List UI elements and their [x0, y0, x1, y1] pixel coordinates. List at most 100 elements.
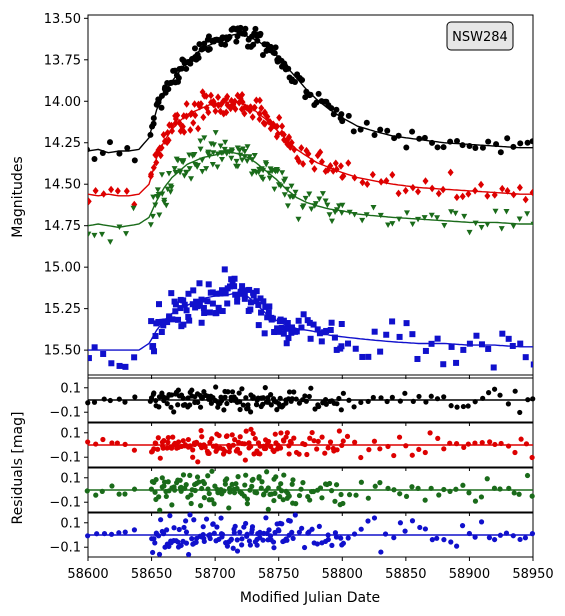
residual-point — [271, 497, 277, 504]
residual-point — [365, 518, 371, 524]
residual-point — [287, 438, 294, 445]
residual-point — [316, 403, 322, 410]
residual-point — [385, 443, 391, 450]
data-point — [195, 54, 202, 61]
data-point — [169, 316, 176, 323]
data-point — [251, 103, 258, 112]
residual-point — [233, 481, 239, 487]
data-point — [314, 151, 321, 160]
data-point — [186, 166, 193, 172]
data-point — [219, 287, 226, 294]
residual-point — [116, 530, 122, 536]
residual-point — [492, 441, 498, 448]
residual-point — [239, 386, 245, 392]
residual-point — [316, 523, 322, 529]
residual-point — [109, 440, 115, 446]
x-tick-label: 58700 — [194, 567, 235, 582]
residual-point — [249, 483, 255, 489]
data-point — [250, 292, 257, 299]
data-point — [409, 128, 416, 135]
data-point — [351, 173, 358, 182]
data-point — [395, 132, 402, 139]
data-point — [224, 92, 231, 101]
residual-point — [262, 445, 269, 452]
residual-point — [466, 530, 472, 537]
residual-point — [234, 537, 240, 543]
residual-point — [213, 384, 219, 390]
x-tick-label: 58750 — [258, 567, 299, 582]
residual-point — [250, 430, 256, 437]
residual-point — [497, 486, 503, 492]
residual-point — [397, 491, 403, 497]
data-point — [409, 331, 416, 338]
residual-point — [358, 399, 364, 406]
data-point — [100, 190, 107, 198]
residual-point — [334, 401, 340, 407]
data-point — [448, 343, 455, 350]
data-point — [473, 332, 480, 339]
data-point — [440, 361, 447, 368]
data-point — [237, 288, 244, 295]
data-point — [195, 124, 202, 133]
residual-point — [441, 537, 447, 543]
residual-point — [319, 434, 325, 440]
data-point — [312, 201, 319, 207]
residual-point — [196, 479, 202, 485]
data-point — [288, 183, 295, 190]
residual-point — [307, 435, 313, 441]
data-point — [466, 340, 473, 347]
residual-point — [518, 436, 524, 442]
residual-point — [358, 479, 364, 485]
residual-point — [191, 517, 197, 523]
residual-point — [221, 407, 227, 413]
residual-point — [247, 542, 253, 548]
data-point — [185, 314, 192, 321]
data-point — [283, 325, 290, 332]
data-point — [99, 149, 106, 156]
residual-point — [232, 437, 238, 443]
residual-point — [310, 488, 317, 495]
data-point — [191, 100, 198, 108]
x-axis-title: Modified Julian Date — [240, 590, 380, 606]
residual-point — [201, 389, 207, 395]
residual-point — [230, 545, 236, 551]
data-point — [241, 292, 248, 299]
data-point — [314, 326, 321, 333]
data-point — [530, 361, 533, 368]
residual-point — [287, 518, 293, 524]
data-point — [100, 350, 107, 357]
y-tick-label: 13.50 — [44, 12, 81, 27]
residual-point — [211, 530, 217, 536]
data-point — [108, 185, 115, 194]
residual-point — [84, 488, 90, 494]
data-point — [395, 189, 402, 198]
data-point — [234, 163, 241, 170]
residual-point — [293, 396, 299, 402]
residual-point — [224, 400, 230, 407]
residual-point — [122, 399, 128, 405]
data-point — [479, 144, 486, 151]
residual-point — [293, 501, 299, 507]
residual-point — [346, 492, 353, 498]
residual-point — [101, 530, 108, 537]
data-point — [306, 191, 313, 198]
data-point — [324, 202, 331, 209]
residual-point — [170, 434, 176, 440]
data-point — [88, 355, 92, 362]
data-point — [283, 137, 290, 146]
residual-point — [338, 407, 344, 413]
residual-point — [244, 496, 250, 502]
residual-point — [345, 535, 351, 541]
residual-point — [249, 524, 256, 530]
data-point — [498, 226, 505, 232]
residual-point — [365, 398, 371, 405]
data-point — [448, 209, 455, 215]
residual-point — [227, 489, 233, 495]
data-point — [234, 294, 241, 301]
residual-point — [239, 440, 245, 447]
data-point — [290, 194, 297, 200]
data-point — [274, 325, 281, 332]
residual-point — [183, 482, 189, 488]
data-point — [461, 213, 468, 220]
